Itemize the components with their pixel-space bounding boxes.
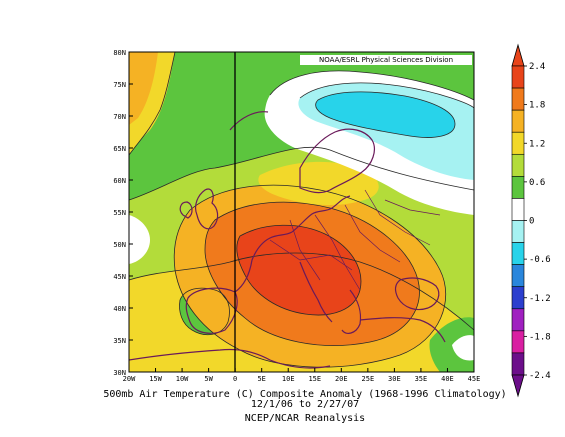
lat-tick-label: 50N <box>113 241 126 249</box>
anomaly-field <box>129 52 474 372</box>
credit-label: NOAA/ESRL Physical Sciences Division <box>300 55 472 65</box>
colorbar-swatch <box>511 198 525 221</box>
coast-iberia <box>185 287 238 334</box>
longitude-axis: 20W 15W 10W 5W 0 5E 10E 15E 20E 25E 30E 35E 40E 45E <box>123 368 481 383</box>
colorbar-label: -2.4 <box>529 371 551 381</box>
colorbar: 2.4 1.8 1.2 0.6 0 -0.6 -1.2 -1.8 -2.4 <box>511 43 551 398</box>
colorbar-swatch <box>511 242 525 265</box>
coast-ireland <box>179 201 193 219</box>
coast-italy <box>299 261 333 323</box>
lon-tick-label: 25E <box>362 375 375 383</box>
coast-iceland <box>229 111 269 131</box>
colorbar-label: 0.6 <box>529 178 545 188</box>
colorbar-swatch <box>511 220 525 243</box>
lat-tick-label: 80N <box>113 49 126 57</box>
latitude-axis: 80N 75N 70N 65N 60N 55N 50N 45N 40N 35N 30N <box>113 49 133 377</box>
colorbar-swatch <box>511 352 525 376</box>
lon-tick-label: 10W <box>176 375 189 383</box>
lat-tick-label: 60N <box>113 177 126 185</box>
lat-tick-label: 45N <box>113 273 126 281</box>
anomaly-west-neutral <box>129 215 150 264</box>
lon-tick-label: 5W <box>204 375 213 383</box>
lon-tick-label: 20E <box>335 375 348 383</box>
lon-tick-label: 20W <box>123 375 136 383</box>
colorbar-label: 1.8 <box>529 101 545 111</box>
lon-tick-label: 5E <box>257 375 265 383</box>
coast-british-isles <box>194 188 219 230</box>
lat-tick-label: 65N <box>113 145 126 153</box>
lon-tick-label: 10E <box>282 375 295 383</box>
colorbar-label: 1.2 <box>529 139 545 149</box>
coast-north-sea <box>291 195 351 233</box>
coast-france <box>234 231 293 293</box>
colorbar-label: -1.8 <box>529 332 551 342</box>
lat-tick-label: 70N <box>113 113 126 121</box>
lon-tick-label: 15E <box>308 375 321 383</box>
colorbar-swatch <box>511 109 525 133</box>
colorbar-swatch <box>511 330 525 354</box>
coast-black-sea-south <box>359 317 446 343</box>
figure-title: 500mb Air Temperature (C) Composite Anom… <box>103 389 507 400</box>
borders <box>269 189 441 291</box>
colorbar-swatch <box>511 176 525 199</box>
anomaly-se-neutral <box>452 335 474 361</box>
colorbar-swatch <box>511 286 525 310</box>
colorbar-swatch <box>511 87 525 111</box>
lat-tick-label: 30N <box>113 369 126 377</box>
lon-tick-label: 35E <box>415 375 428 383</box>
lon-tick-label: 0 <box>233 375 237 383</box>
colorbar-max-arrow <box>511 43 525 67</box>
colorbar-label: 2.4 <box>529 62 545 72</box>
lat-tick-label: 55N <box>113 209 126 217</box>
anomaly-nw-orange <box>129 52 158 125</box>
lon-tick-label: 40E <box>441 375 454 383</box>
coast-north-africa <box>129 348 331 369</box>
coast-black-sea <box>394 277 440 311</box>
colorbar-swatch <box>511 153 525 177</box>
colorbar-min-arrow <box>511 374 525 398</box>
lat-tick-label: 35N <box>113 337 126 345</box>
lon-tick-label: 15W <box>149 375 162 383</box>
colorbar-swatch <box>511 264 525 288</box>
figure-date-range: 12/1/06 to 2/27/07 <box>250 399 360 410</box>
coast-balkans <box>341 289 362 334</box>
colorbar-swatch <box>511 131 525 155</box>
anomaly-warm-max <box>236 225 361 315</box>
coastlines <box>129 111 446 369</box>
colorbar-label: -0.6 <box>529 255 551 265</box>
lat-tick-label: 75N <box>113 81 126 89</box>
colorbar-swatch <box>511 308 525 332</box>
lon-tick-label: 45E <box>468 375 481 383</box>
coast-scandinavia <box>299 128 375 194</box>
figure-source: NCEP/NCAR Reanalysis <box>244 413 366 424</box>
lon-tick-label: 30E <box>388 375 401 383</box>
colorbar-label: -1.2 <box>529 294 551 304</box>
anomaly-north-yellow <box>258 161 379 206</box>
colorbar-swatch <box>511 65 525 89</box>
colorbar-label: 0 <box>529 217 534 227</box>
contour-lines <box>129 52 474 368</box>
anomaly-cold-mid <box>315 91 455 138</box>
lat-tick-label: 40N <box>113 305 126 313</box>
